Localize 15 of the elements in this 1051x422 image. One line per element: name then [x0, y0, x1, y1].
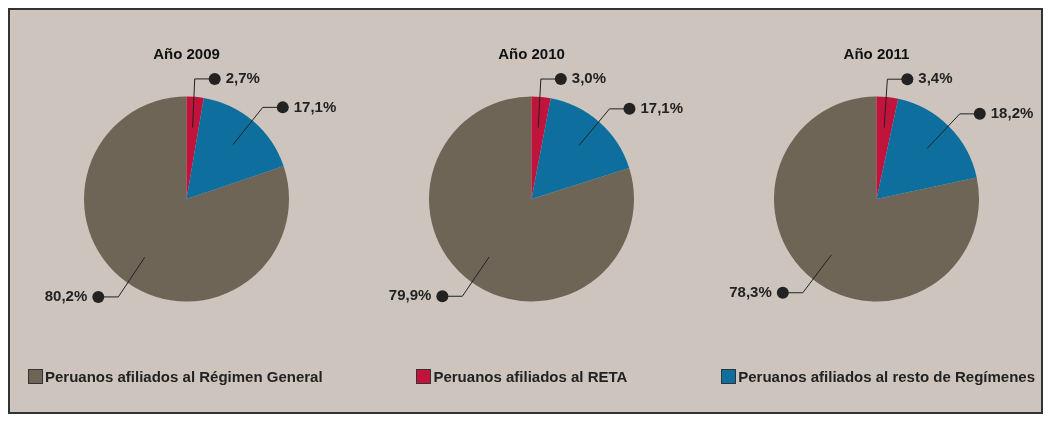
legend-label: Peruanos afiliados al Régimen General	[45, 368, 323, 385]
data-label: 18,2%	[990, 104, 1034, 121]
data-label: 78,3%	[729, 282, 772, 300]
data-label: 3,0%	[571, 69, 607, 87]
chart-title: Año 2010	[498, 45, 565, 63]
chart-title: Año 2009	[153, 45, 220, 63]
data-label: 79,9%	[388, 286, 432, 304]
data-label: 17,1%	[640, 99, 684, 116]
data-label: 17,1%	[293, 97, 337, 115]
data-label: 80,2%	[44, 287, 88, 305]
legend-label: Peruanos afiliados al RETA	[433, 368, 628, 385]
chart-title: Año 2011	[843, 45, 910, 63]
legend-label: Peruanos afiliados al resto de Regímenes	[738, 368, 1035, 385]
data-label: 3,4%	[918, 69, 953, 87]
data-label: 2,7%	[225, 69, 260, 87]
